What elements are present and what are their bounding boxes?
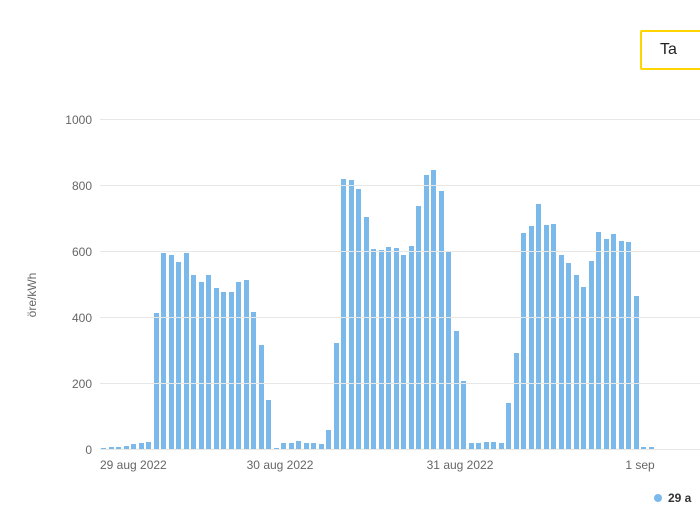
bar: [521, 233, 526, 450]
gridline: [100, 119, 700, 120]
bar: [229, 292, 234, 450]
bar: [266, 400, 271, 450]
bar: [191, 275, 196, 450]
x-tick-label: 29 aug 2022: [100, 458, 167, 472]
bar: [379, 250, 384, 450]
bar: [199, 282, 204, 450]
bar: [371, 249, 376, 450]
bar: [551, 224, 556, 450]
price-chart: öre/kWh 0200400600800100029 aug 202230 a…: [70, 110, 700, 480]
legend-dot-icon: [654, 494, 662, 502]
bar: [574, 275, 579, 450]
y-tick-label: 400: [72, 311, 92, 325]
bar: [506, 403, 511, 450]
x-tick-label: 30 aug 2022: [247, 458, 314, 472]
bar: [514, 353, 519, 450]
bar: [206, 275, 211, 450]
bar: [349, 180, 354, 450]
x-tick-label: 31 aug 2022: [427, 458, 494, 472]
y-tick-label: 600: [72, 245, 92, 259]
gridline: [100, 251, 700, 252]
y-tick-label: 0: [85, 443, 92, 457]
y-tick-label: 800: [72, 179, 92, 193]
bar: [619, 241, 624, 450]
table-button[interactable]: Ta: [640, 30, 700, 70]
bar: [386, 247, 391, 450]
bar: [544, 225, 549, 450]
legend-series-label: 29 a: [668, 491, 691, 505]
bar: [461, 381, 466, 450]
bar: [154, 313, 159, 450]
bar: [581, 287, 586, 450]
bar: [611, 234, 616, 450]
bar: [341, 179, 346, 450]
bar: [596, 232, 601, 450]
y-axis-label: öre/kWh: [25, 273, 39, 318]
bar: [176, 262, 181, 450]
bar: [184, 253, 189, 450]
bar: [236, 282, 241, 450]
bar: [409, 246, 414, 450]
bar: [589, 261, 594, 450]
bar: [626, 242, 631, 450]
x-tick-label: 1 sep: [625, 458, 654, 472]
bar: [364, 217, 369, 450]
gridline: [100, 317, 700, 318]
bar: [356, 189, 361, 450]
bar: [634, 296, 639, 450]
bar: [221, 292, 226, 450]
gridline: [100, 383, 700, 384]
bar: [559, 255, 564, 450]
bar: [529, 226, 534, 450]
bar: [169, 255, 174, 450]
bar: [454, 331, 459, 450]
table-button-label: Ta: [660, 41, 677, 59]
bar: [214, 288, 219, 450]
y-tick-label: 1000: [65, 113, 92, 127]
bar: [244, 280, 249, 450]
bar: [536, 204, 541, 450]
y-tick-label: 200: [72, 377, 92, 391]
bar: [416, 206, 421, 450]
bar: [259, 345, 264, 450]
bar: [431, 170, 436, 451]
bar: [326, 430, 331, 450]
bar: [161, 253, 166, 450]
bars-layer: [100, 120, 700, 450]
bar: [446, 252, 451, 450]
bar: [439, 191, 444, 450]
gridline: [100, 185, 700, 186]
bar: [334, 343, 339, 450]
bar: [251, 312, 256, 450]
bar: [401, 255, 406, 450]
bar: [604, 239, 609, 450]
legend: 29 a: [654, 491, 691, 505]
bar: [566, 263, 571, 450]
gridline: [100, 449, 700, 450]
plot-area: 0200400600800100029 aug 202230 aug 20223…: [100, 120, 700, 450]
bar: [424, 175, 429, 450]
bar: [394, 248, 399, 450]
